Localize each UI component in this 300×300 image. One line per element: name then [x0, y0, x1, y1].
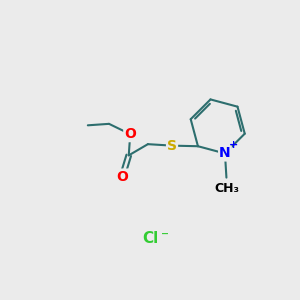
Text: O: O: [124, 127, 136, 141]
Text: N: N: [219, 146, 231, 161]
Text: ⁻: ⁻: [161, 230, 169, 244]
Text: Cl: Cl: [142, 231, 158, 246]
Text: +: +: [229, 140, 238, 150]
Text: CH₃: CH₃: [214, 182, 239, 195]
Text: O: O: [116, 169, 128, 184]
Text: S: S: [167, 139, 177, 153]
